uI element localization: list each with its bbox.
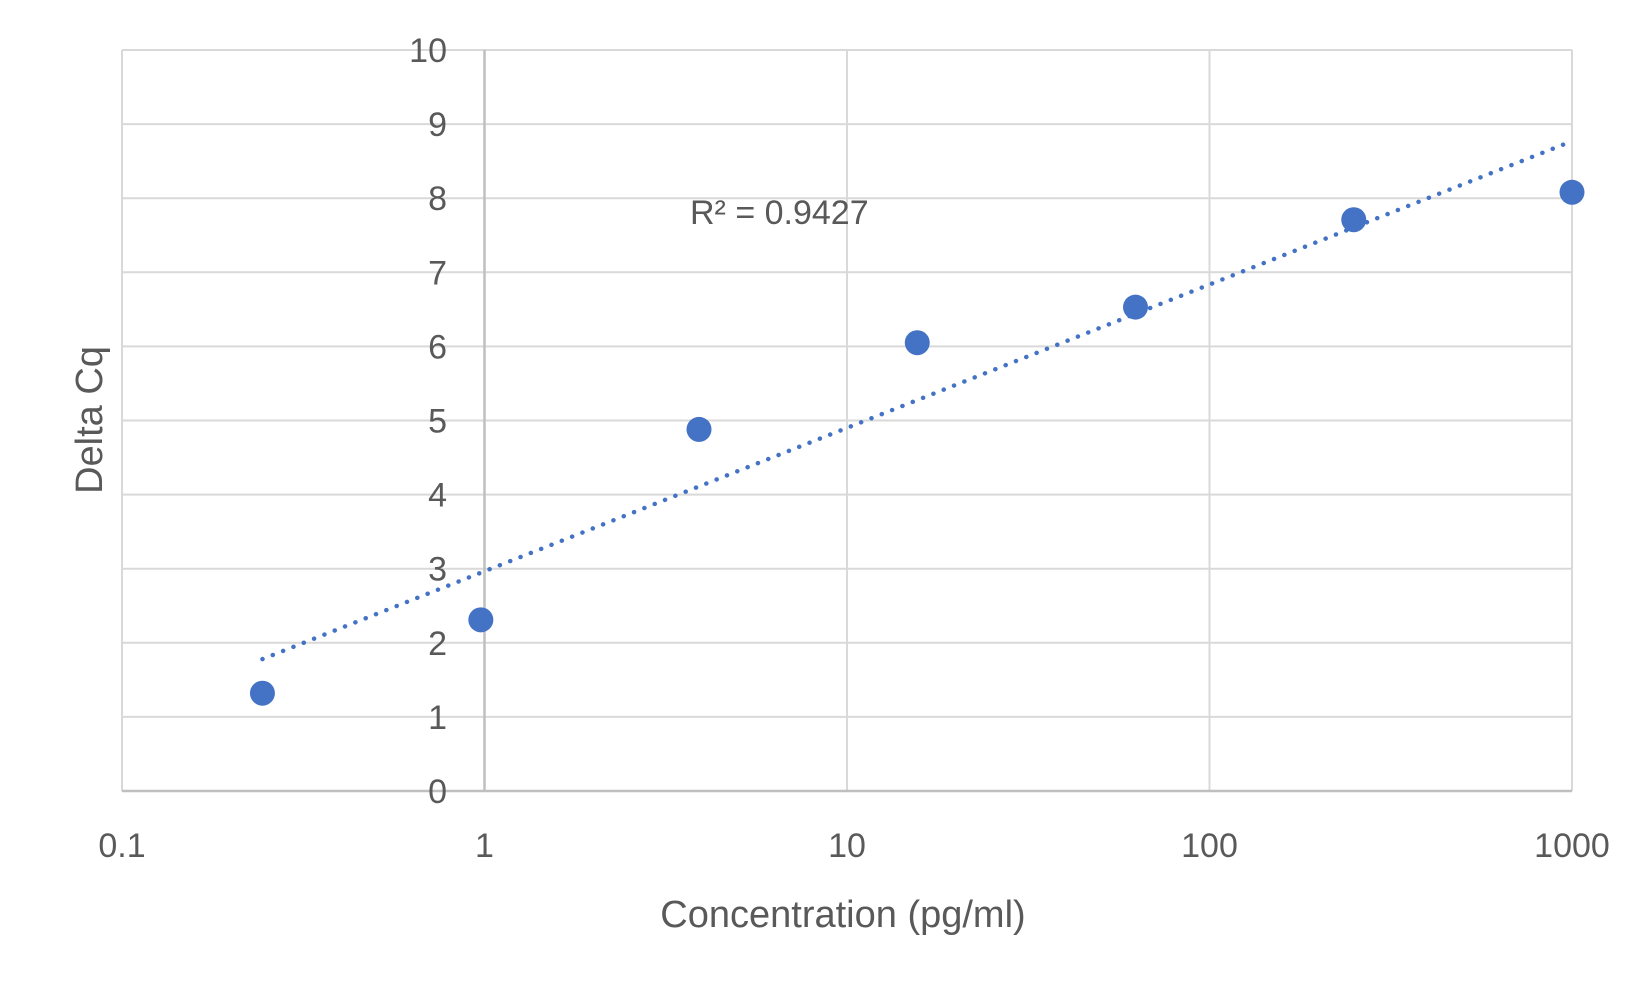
y-axis-title: Delta Cq: [69, 346, 111, 494]
data-point: [468, 607, 494, 633]
data-point: [1123, 294, 1149, 320]
y-tick-label: 2: [428, 625, 447, 663]
y-tick-label: 8: [428, 180, 447, 218]
y-tick-label: 10: [409, 32, 447, 70]
y-tick-label: 1: [428, 699, 447, 737]
data-point: [1559, 179, 1585, 205]
y-tick-labels: 0 1 2 3 4 5 6 7 8 9 10: [409, 32, 447, 811]
y-tick-label: 0: [428, 773, 447, 811]
gridlines: [121, 49, 1573, 793]
trendline: [260, 138, 1575, 662]
data-point: [1341, 207, 1367, 233]
y-tick-label: 3: [428, 551, 447, 589]
data-points: [249, 179, 1585, 706]
data-point: [686, 416, 712, 442]
y-tick-label: 4: [428, 477, 447, 515]
x-tick-labels: 0.1 1 10 100 1000: [98, 827, 1609, 865]
x-tick-label: 0.1: [98, 827, 145, 865]
y-tick-label: 7: [428, 254, 447, 292]
data-point: [904, 330, 930, 356]
y-tick-label: 5: [428, 403, 447, 441]
y-tick-label: 9: [428, 106, 447, 144]
x-tick-label: 1: [475, 827, 494, 865]
y-tick-label: 6: [428, 328, 447, 366]
trendline-group: [260, 138, 1575, 662]
data-point: [249, 680, 275, 706]
x-axis-title: Concentration (pg/ml): [660, 894, 1025, 936]
r-squared-annotation: R² = 0.9427: [690, 194, 869, 232]
x-tick-label: 100: [1181, 827, 1238, 865]
x-tick-label: 1000: [1534, 827, 1610, 865]
x-tick-label: 10: [828, 827, 866, 865]
